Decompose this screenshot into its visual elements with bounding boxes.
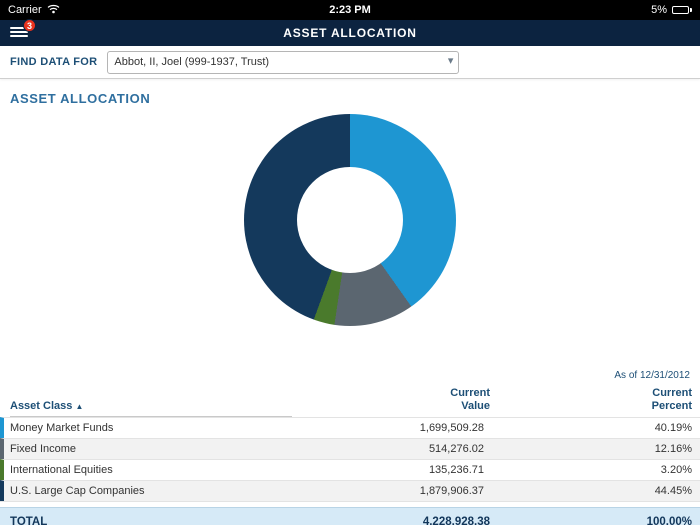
battery-icon [672, 6, 692, 14]
asset-class-cell: Fixed Income [10, 443, 77, 455]
current-value-cell: 135,236.71 [428, 464, 484, 476]
table-row[interactable]: Money Market Funds 1,699,509.28 40.19% [0, 417, 700, 438]
asset-class-cell: Money Market Funds [10, 422, 114, 434]
hamburger-menu-button[interactable]: 3 [10, 19, 36, 41]
asset-class-cell: International Equities [10, 464, 113, 476]
current-value-cell: 514,276.02 [428, 443, 484, 455]
asset-table-rows: Money Market Funds 1,699,509.28 40.19% Fixe… [0, 417, 700, 501]
total-label: TOTAL [10, 516, 48, 525]
header-current-percent[interactable]: Current Percent [651, 387, 692, 412]
wifi-icon [47, 4, 60, 17]
account-select[interactable]: Abbot, II, Joel (999-1937, Trust) [107, 50, 460, 74]
account-select-wrap: Abbot, II, Joel (999-1937, Trust) ▾ [107, 50, 460, 74]
asset-table: Asset Class ▲ Current Value Current Perc… [0, 385, 700, 525]
current-value-cell: 1,699,509.28 [419, 422, 484, 434]
table-header-row: Asset Class ▲ Current Value Current Perc… [0, 385, 700, 417]
page-title: ASSET ALLOCATION [283, 26, 417, 40]
current-percent-cell: 40.19% [654, 422, 692, 434]
status-time: 2:23 PM [329, 4, 371, 16]
find-data-label: FIND DATA FOR [10, 56, 98, 68]
donut-chart[interactable] [244, 114, 456, 326]
current-value-cell: 1,879,906.37 [419, 485, 484, 497]
find-data-bar: FIND DATA FOR Abbot, II, Joel (999-1937,… [0, 46, 700, 79]
header-current-value[interactable]: Current Value [450, 387, 490, 412]
total-row: TOTAL 4,228,928.38 100.00% [0, 507, 700, 525]
current-percent-cell: 44.45% [654, 485, 692, 497]
header-asset-class[interactable]: Asset Class ▲ [10, 400, 292, 417]
nav-bar: 3 ASSET ALLOCATION [0, 19, 700, 46]
current-percent-cell: 3.20% [660, 464, 692, 476]
section-title: ASSET ALLOCATION [10, 91, 151, 106]
battery-percent: 5% [651, 4, 667, 16]
donut-hole [297, 167, 403, 273]
total-percent: 100.00% [646, 516, 692, 525]
notification-badge: 3 [23, 19, 36, 32]
table-divider [0, 501, 700, 507]
asset-class-cell: U.S. Large Cap Companies [10, 485, 145, 497]
current-percent-cell: 12.16% [654, 443, 692, 455]
status-bar: 2:23 PM Carrier 5% [0, 0, 700, 20]
carrier-label: Carrier [8, 4, 42, 16]
as-of-date: As of 12/31/2012 [614, 370, 690, 381]
table-row[interactable]: U.S. Large Cap Companies 1,879,906.37 44.4… [0, 480, 700, 501]
table-row[interactable]: Fixed Income 514,276.02 12.16% [0, 438, 700, 459]
sort-asc-icon: ▲ [75, 402, 84, 411]
total-value: 4,228,928.38 [422, 516, 490, 525]
table-row[interactable]: International Equities 135,236.71 3.20% [0, 459, 700, 480]
chart-area [0, 114, 700, 366]
